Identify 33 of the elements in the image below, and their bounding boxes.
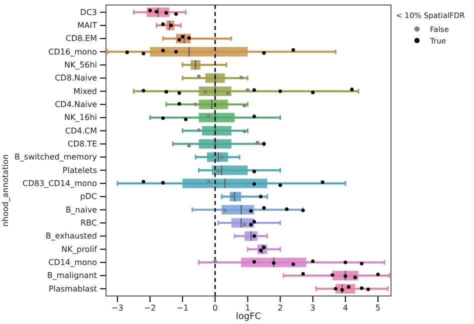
x-tick-label: 3 xyxy=(310,304,316,313)
y-tick-label: B_naive xyxy=(66,205,98,214)
y-tick-label: CD8.Naive xyxy=(54,74,98,83)
y-tick-label: Platelets xyxy=(62,166,97,175)
x-tick-label: −2 xyxy=(144,304,156,313)
y-tick-label: CD16_mono xyxy=(48,47,98,56)
y-tick-label: B_malignant xyxy=(47,271,97,280)
y-tick-label: NK_56hi xyxy=(64,60,97,70)
x-tick-label: 5 xyxy=(375,304,381,313)
y-tick-label: CD4.CM xyxy=(65,126,98,136)
y-tick-label: NK_prolif xyxy=(61,244,98,254)
y-tick-label: CD8.TE xyxy=(68,139,97,148)
y-tick-label: CD4.Naive xyxy=(54,100,98,109)
y-tick-label: CD83_CD14_mono xyxy=(22,178,98,188)
x-tick-label: 1 xyxy=(245,304,250,313)
y-tick-label: B_exhausted xyxy=(46,232,97,241)
y-tick-label: pDC xyxy=(80,192,98,202)
y-axis-title: nhood_annotation xyxy=(1,154,10,227)
x-tick-label: 4 xyxy=(342,304,348,313)
y-tick-label: RBC xyxy=(80,218,98,228)
y-tick-label: Mixed xyxy=(73,86,97,96)
x-tick-label: −1 xyxy=(176,304,188,313)
x-axis-title: logFC xyxy=(236,312,262,322)
y-tick-label: DC3 xyxy=(80,8,97,17)
y-tick-label: Plasmablast xyxy=(48,284,97,294)
x-tick-label: −3 xyxy=(112,304,124,313)
x-tick-label: 2 xyxy=(278,304,283,313)
y-tick-label: NK_16hi xyxy=(64,113,97,122)
y-tick-label: MAIT xyxy=(77,20,98,30)
y-tick-label: CD14_mono xyxy=(48,258,98,267)
x-tick-label: 0 xyxy=(212,304,218,313)
y-tick-label: B_switched_memory xyxy=(14,152,98,162)
y-tick-label: CD8.EM xyxy=(66,34,98,44)
